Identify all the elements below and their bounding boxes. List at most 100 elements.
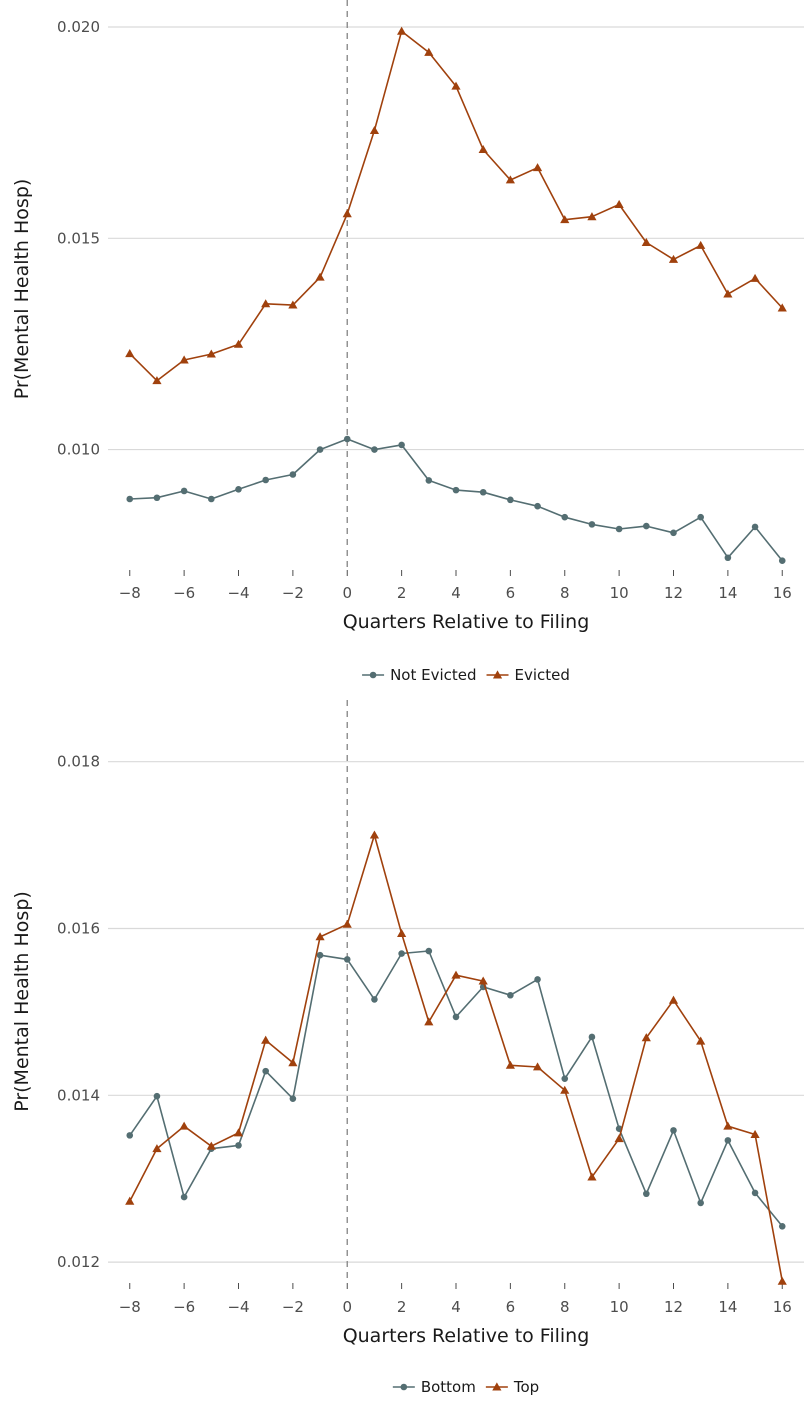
x-tick-label: 6 xyxy=(506,584,516,602)
legend-item: Top xyxy=(485,1378,539,1396)
data-point xyxy=(397,26,407,35)
x-tick-label: 12 xyxy=(664,1298,683,1316)
data-point xyxy=(235,485,242,493)
x-tick-label: −6 xyxy=(173,1298,195,1316)
data-point xyxy=(180,1193,188,1201)
data-point xyxy=(315,272,325,281)
data-point xyxy=(588,521,596,528)
legend-label: Top xyxy=(513,1378,539,1396)
data-point xyxy=(233,1128,244,1137)
series-line-not-evicted xyxy=(129,438,783,562)
data-point xyxy=(777,1276,787,1285)
x-tick-label: 2 xyxy=(397,1298,407,1316)
data-point xyxy=(641,237,651,246)
data-point xyxy=(723,289,733,298)
data-point xyxy=(750,273,760,282)
data-point xyxy=(289,1095,297,1102)
data-point xyxy=(641,1033,651,1042)
data-point xyxy=(315,932,325,941)
data-point xyxy=(643,1190,650,1198)
data-point xyxy=(560,215,570,224)
y-tick-label: 0.018 xyxy=(57,753,100,771)
data-point xyxy=(206,1141,216,1150)
data-point xyxy=(425,477,433,484)
x-tick-label: 16 xyxy=(773,1298,792,1316)
data-point xyxy=(451,81,461,90)
data-point xyxy=(288,300,298,309)
legend-item: Bottom xyxy=(392,1378,476,1396)
data-point xyxy=(696,1036,706,1045)
data-point xyxy=(397,928,407,937)
x-tick-label: 14 xyxy=(718,584,737,602)
x-tick-label: 16 xyxy=(773,584,792,602)
data-point xyxy=(316,951,324,959)
x-tick-label: −2 xyxy=(282,1298,304,1316)
data-point xyxy=(371,996,378,1003)
series-line-top xyxy=(129,834,784,1282)
data-point xyxy=(534,502,541,510)
data-point xyxy=(425,947,433,955)
data-point xyxy=(233,339,244,348)
x-tick-label: −4 xyxy=(227,1298,249,1316)
data-point xyxy=(534,976,541,983)
data-point xyxy=(371,446,378,453)
x-tick-label: 12 xyxy=(664,584,683,602)
chart-bottom-bottom-vs-top: 0.012 0.014 0.016 0.018 −8 −6 −4 −2 0 2 4 6 8 10 12 14 1… xyxy=(11,700,804,1396)
data-point xyxy=(235,1142,242,1149)
x-tick-label: 4 xyxy=(451,584,461,602)
data-point xyxy=(424,1017,434,1026)
x-tick-label: −8 xyxy=(119,584,141,602)
data-point xyxy=(206,349,216,358)
data-point xyxy=(125,349,135,358)
data-point xyxy=(670,1127,677,1134)
legend-key-marker xyxy=(369,671,377,679)
data-point xyxy=(343,956,351,963)
data-point xyxy=(261,1035,271,1044)
data-point xyxy=(668,254,679,263)
data-point xyxy=(696,240,706,249)
data-point xyxy=(478,976,488,985)
x-tick-label: 0 xyxy=(342,1298,352,1316)
data-point xyxy=(153,1092,161,1100)
x-tick-label: 0 xyxy=(342,584,352,602)
data-point xyxy=(424,47,434,56)
data-point xyxy=(208,495,215,503)
legend: Not Evicted Evicted xyxy=(362,666,570,684)
data-point xyxy=(262,476,269,484)
y-tick-label: 0.015 xyxy=(57,229,100,247)
data-point xyxy=(451,970,461,979)
data-point xyxy=(289,471,297,478)
data-point xyxy=(398,950,405,957)
legend-label: Not Evicted xyxy=(390,666,476,684)
y-tick-label: 0.010 xyxy=(57,441,100,459)
legend-item: Not Evicted xyxy=(362,666,477,684)
data-point xyxy=(614,199,624,208)
data-point xyxy=(126,495,134,503)
data-point xyxy=(179,355,189,364)
x-axis-title: Quarters Relative to Filing xyxy=(343,1325,590,1347)
data-point xyxy=(478,144,488,154)
x-tick-label: 14 xyxy=(718,1298,737,1316)
y-tick-label: 0.020 xyxy=(57,18,100,36)
legend-key-marker xyxy=(400,1383,408,1391)
data-point xyxy=(751,523,759,531)
data-point xyxy=(724,1137,732,1144)
data-point xyxy=(152,376,162,385)
x-tick-label: −6 xyxy=(173,584,195,602)
data-point xyxy=(262,1067,269,1075)
data-point xyxy=(479,488,487,496)
data-point xyxy=(532,1062,543,1071)
data-point xyxy=(697,513,704,521)
data-point xyxy=(180,487,188,495)
data-point xyxy=(668,995,679,1004)
data-point xyxy=(751,1189,759,1197)
data-point xyxy=(724,554,732,562)
data-point xyxy=(778,557,786,565)
x-tick-label: −8 xyxy=(119,1298,141,1316)
data-point xyxy=(778,1222,786,1230)
data-point xyxy=(398,441,405,449)
data-point xyxy=(288,1058,298,1067)
data-point xyxy=(179,1121,189,1130)
x-tick-label: −2 xyxy=(282,584,304,602)
